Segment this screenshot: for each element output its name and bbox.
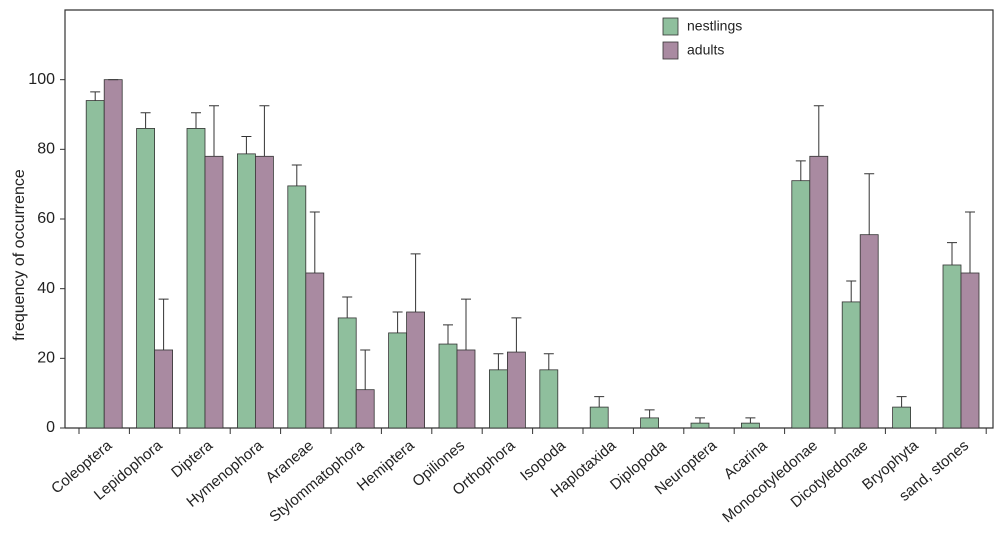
error-bar: [947, 242, 957, 265]
bar: [287, 185, 307, 429]
bar: [892, 406, 911, 429]
bar: [809, 155, 829, 429]
y-tick-label: 40: [37, 280, 55, 297]
error-bar: [360, 349, 371, 390]
bar: [186, 128, 206, 429]
bar: [204, 155, 224, 429]
bar: [960, 272, 980, 429]
error-bar: [342, 296, 353, 318]
bar: [103, 79, 123, 429]
y-tick-label: 0: [46, 419, 55, 436]
error-bar: [209, 105, 219, 157]
bar: [791, 180, 811, 429]
error-bar: [511, 317, 522, 353]
legend-swatch: [662, 41, 679, 60]
legend-label: nestlings: [687, 18, 742, 34]
bar: [690, 422, 710, 429]
bar: [841, 301, 861, 429]
y-tick-label: 60: [37, 210, 55, 227]
error-bar: [864, 173, 875, 235]
bar: [305, 272, 325, 429]
bar: [640, 417, 659, 429]
error-bar: [291, 164, 302, 186]
error-bar: [140, 112, 151, 129]
error-bar: [745, 417, 756, 424]
bar: [85, 100, 105, 429]
error-bar: [795, 160, 806, 181]
bar: [236, 153, 256, 429]
error-bar: [90, 91, 101, 101]
bar: [859, 234, 879, 429]
error-bar: [644, 409, 655, 418]
x-tick-label: Hemiptera: [354, 437, 418, 495]
y-tick-label: 80: [37, 141, 55, 158]
error-bar: [191, 112, 201, 129]
error-bar: [241, 135, 252, 154]
bar: [488, 369, 508, 429]
bar: [406, 311, 426, 429]
y-axis-label: frequency of occurrence: [11, 169, 28, 341]
error-bar: [443, 324, 453, 345]
error-bar: [158, 298, 169, 350]
bar: [438, 343, 458, 429]
error-bar: [846, 280, 857, 302]
error-bar: [410, 253, 421, 313]
y-tick-label: 20: [37, 350, 55, 367]
error-bar: [896, 396, 907, 408]
bar: [388, 332, 408, 429]
bar: [355, 389, 375, 429]
legend-swatch: [662, 17, 679, 36]
error-bar: [392, 311, 403, 333]
error-bar: [813, 105, 824, 157]
bar: [136, 128, 156, 429]
error-bar: [493, 353, 504, 370]
bar: [254, 155, 274, 429]
error-bar: [461, 298, 471, 350]
error-bar: [965, 211, 975, 273]
bar: [456, 349, 476, 429]
bar: [589, 406, 609, 429]
y-tick-label: 100: [28, 71, 55, 88]
error-bar: [594, 396, 605, 408]
bar: [539, 369, 559, 429]
x-tick-label: Stylommatophora: [266, 437, 367, 526]
error-bar: [309, 211, 320, 273]
legend-label: adults: [687, 42, 724, 58]
error-bar: [695, 417, 705, 424]
error-bar: [543, 353, 554, 370]
x-tick-label: Diptera: [168, 437, 216, 482]
bar: [337, 317, 357, 429]
bar: [741, 422, 760, 429]
error-bar: [259, 105, 270, 157]
bar: [942, 264, 962, 429]
bar: [506, 351, 526, 429]
bar: [154, 349, 174, 429]
